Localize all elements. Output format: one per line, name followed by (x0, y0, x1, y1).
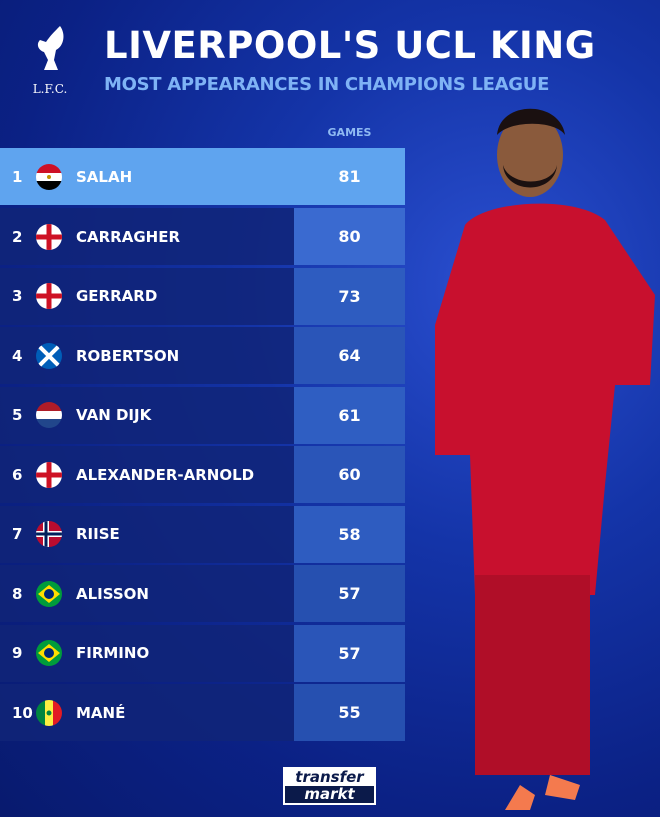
games-value: 61 (294, 386, 405, 444)
flag-netherlands-icon (36, 402, 62, 428)
table-row: 4 ROBERTSON 64 (0, 327, 405, 384)
player-name: FIRMINO (76, 644, 150, 662)
games-value: 58 (294, 505, 405, 563)
games-value: 60 (294, 446, 405, 503)
lfc-logo: L.F.C. (28, 24, 72, 96)
games-value: 55 (294, 684, 405, 741)
table-row: 6 ALEXANDER-ARNOLD 60 (0, 446, 405, 503)
player-photo (435, 108, 655, 810)
player-name: RIISE (76, 525, 120, 543)
flag-senegal-icon (36, 699, 62, 726)
player-name: ALEXANDER-ARNOLD (76, 465, 255, 484)
liverbird-icon (37, 26, 64, 70)
transfermarkt-logo: transfer markt (283, 767, 376, 805)
page-title: LIVERPOOL'S UCL KING (104, 24, 596, 67)
table-row: 9 FIRMINO 57 (0, 624, 405, 682)
player-name: ROBERTSON (76, 346, 180, 365)
games-value: 57 (294, 565, 405, 622)
player-name: GERRARD (76, 287, 158, 305)
table-row: 7 RIISE 58 (0, 505, 405, 563)
table-row: 10 MANÉ 55 (0, 684, 405, 741)
brand-line1: transfer (295, 768, 364, 786)
flag-england-icon (36, 461, 62, 488)
games-value: 64 (294, 327, 405, 384)
player-name: VAN DIJK (76, 406, 152, 424)
column-header-games: GAMES (327, 126, 372, 139)
logo-text: L.F.C. (32, 82, 68, 96)
table-row: 8 ALISSON 57 (0, 565, 405, 622)
flag-england-icon (36, 283, 62, 309)
flag-brazil-icon (36, 640, 62, 666)
table-row: 3 GERRARD 73 (0, 267, 405, 325)
rank: 5 (12, 406, 23, 424)
rank: 8 (12, 584, 23, 603)
flag-scotland-icon (36, 342, 62, 369)
rank: 9 (12, 644, 23, 662)
flag-england-icon (36, 223, 62, 250)
player-name: CARRAGHER (76, 227, 180, 246)
player-name: SALAH (76, 167, 133, 186)
flag-norway-icon (36, 521, 62, 547)
games-value: 73 (294, 267, 405, 325)
table-row: 2 CARRAGHER 80 (0, 208, 405, 265)
rank: 10 (12, 703, 33, 722)
games-value: 81 (338, 167, 361, 186)
rank: 3 (12, 287, 23, 305)
rank: 7 (12, 525, 23, 543)
games-value: 80 (294, 208, 405, 265)
rank: 1 (12, 167, 23, 186)
rank: 4 (12, 346, 23, 365)
rank: 2 (12, 227, 23, 246)
rank: 6 (12, 465, 23, 484)
page-subtitle: MOST APPEARANCES IN CHAMPIONS LEAGUE (104, 74, 550, 95)
player-name: ALISSON (76, 584, 149, 603)
brand-line2: markt (285, 786, 374, 803)
flag-egypt-icon (36, 163, 62, 190)
table-row: 1 SALAH 81 (0, 148, 405, 205)
table-row: 5 VAN DIJK 61 (0, 386, 405, 444)
player-name: MANÉ (76, 703, 126, 722)
flag-brazil-icon (36, 580, 62, 607)
games-value: 57 (294, 624, 405, 682)
